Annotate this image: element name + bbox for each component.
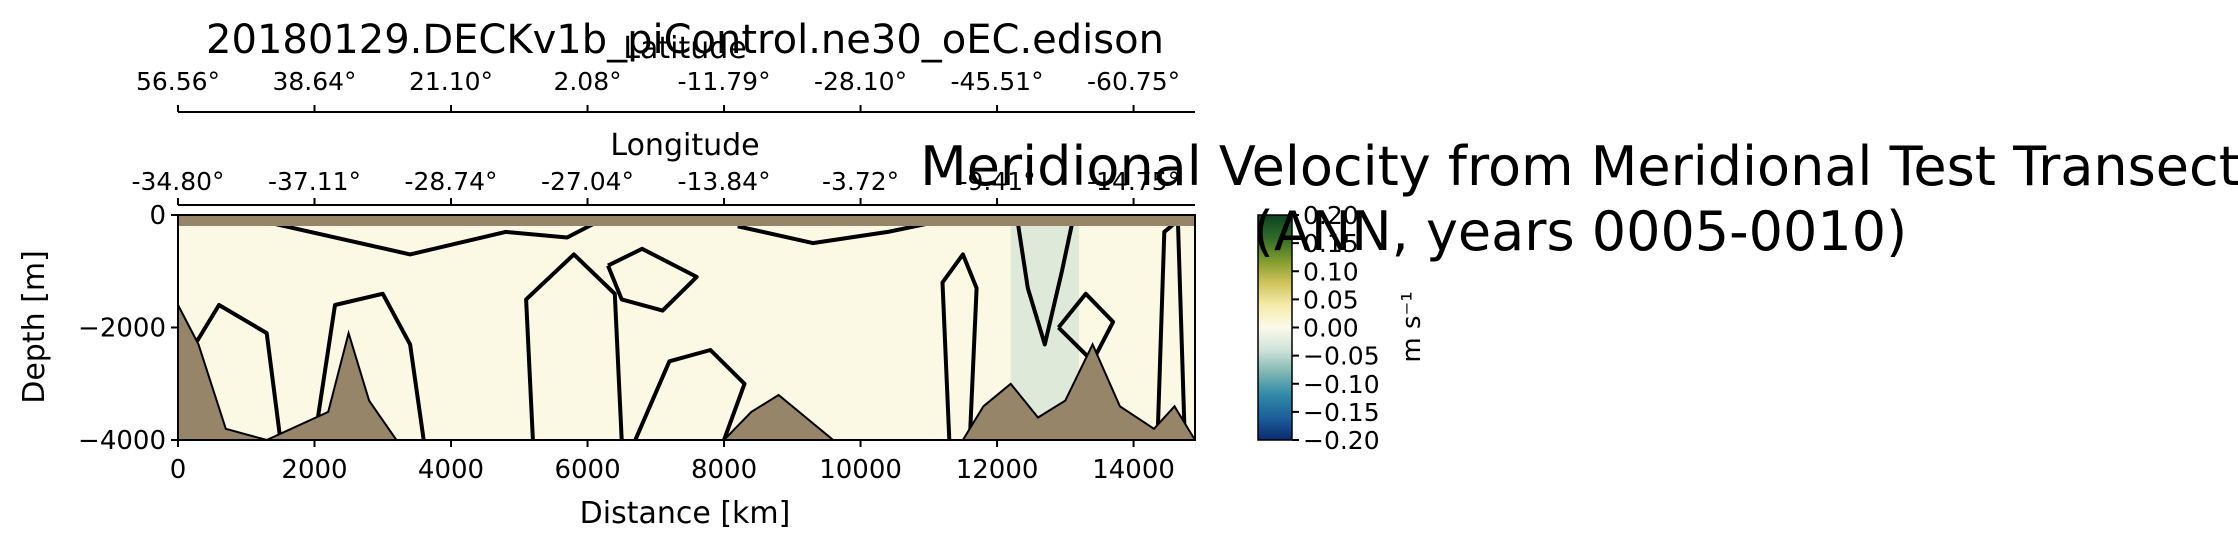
zero-contour-line (1015, 220, 1075, 347)
latitude-tick-label: -60.75° (1087, 67, 1180, 96)
colorbar-tick-label: 0.00 (1303, 314, 1359, 343)
longitude-tick-label: -3.72° (822, 167, 899, 196)
y-tick-label: −4000 (78, 426, 166, 456)
chart-title-line2: (ANN, years 0005-0010) (1253, 200, 1907, 263)
latitude-tick-label: -28.10° (814, 67, 907, 96)
chart-title-line1: Meridional Velocity from Meridional Test… (920, 135, 2238, 198)
colorbar-tick-label: 0.20 (1303, 201, 1359, 230)
latitude-axis-label: Latitude (623, 31, 746, 66)
velocity-region (396, 215, 588, 440)
plot-area (177, 214, 1196, 441)
zero-contour-line (1155, 218, 1187, 440)
x-tick-label: 4000 (418, 455, 484, 485)
colorbar-tick-label: −0.10 (1303, 370, 1380, 399)
surface-land-band (178, 215, 1195, 226)
colorbar-tick-label: 0.10 (1303, 257, 1359, 286)
x-tick-label: 10000 (819, 455, 902, 485)
x-tick-label: 12000 (956, 455, 1039, 485)
colorbar-ticks: 0.200.150.100.050.00−0.05−0.10−0.15−0.20 (1292, 201, 1380, 455)
x-axis-label: Distance [km] (580, 496, 791, 531)
longitude-tick-label: -27.04° (541, 167, 634, 196)
longitude-tick-label: -37.11° (268, 167, 361, 196)
latitude-tick-label: 21.10° (409, 67, 493, 96)
latitude-tick-label: 56.56° (136, 67, 220, 96)
longitude-axis: Longitude (178, 128, 1195, 206)
latitude-tick-label: -11.79° (677, 67, 770, 96)
zero-contour-line (1056, 291, 1116, 364)
longitude-tick-label: -28.74° (404, 167, 497, 196)
zero-contour-line (606, 246, 699, 313)
colorbar-label: m s⁻¹ (1397, 291, 1427, 362)
y-tick-label: −2000 (78, 314, 166, 344)
latitude-axis: Latitude (178, 31, 1195, 113)
colorbar-tick-label: −0.20 (1303, 426, 1380, 455)
longitude-tick-label: -34.80° (131, 167, 224, 196)
latitude-tick-label: 38.64° (272, 67, 356, 96)
colorbar-tick-label: −0.05 (1303, 342, 1380, 371)
x-tick-label: 0 (170, 455, 187, 485)
latitude-tick-label: 2.08° (553, 67, 621, 96)
zero-contour-line (737, 221, 930, 246)
zero-contour-line (312, 291, 426, 440)
suptitle: 20180129.DECKv1b_piControl.ne30_oEC.edis… (206, 17, 1164, 63)
colorbar-tick-label: 0.15 (1303, 229, 1359, 258)
longitude-tick-label: -13.84° (677, 167, 770, 196)
y-tick-label: 0 (149, 201, 166, 231)
x-tick-label: 8000 (691, 455, 757, 485)
y-axis-ticks: 0 −2000 −4000 (78, 201, 178, 456)
zero-contour-line (524, 252, 624, 440)
bathymetry-area (178, 304, 1195, 440)
velocity-field (178, 215, 1195, 440)
x-tick-label: 14000 (1092, 455, 1175, 485)
x-axis-ticks: 0 -34.80° 56.56° 2000 -37.11° 38.64° 4000 -28.7… (131, 67, 1180, 485)
zero-contour-line (259, 218, 596, 257)
zero-contour-line (940, 252, 979, 440)
longitude-axis-label: Longitude (610, 128, 759, 163)
latitude-tick-label: -45.51° (951, 67, 1044, 96)
longitude-tick-label: -14.75° (1087, 167, 1180, 196)
zero-contour-line (633, 348, 747, 440)
y-axis-label: Depth [m] (17, 250, 52, 404)
colorbar-tick-label: −0.15 (1303, 398, 1380, 427)
colorbar: 0.200.150.100.050.00−0.05−0.10−0.15−0.20… (1257, 201, 1427, 455)
zero-contours (186, 218, 1187, 440)
bathymetry-layer (178, 304, 1195, 440)
longitude-tick-label: -9.41° (958, 167, 1035, 196)
colorbar-tick-label: 0.05 (1303, 285, 1359, 314)
x-tick-label: 2000 (281, 455, 347, 485)
x-tick-label: 6000 (554, 455, 620, 485)
velocity-region (587, 215, 738, 440)
